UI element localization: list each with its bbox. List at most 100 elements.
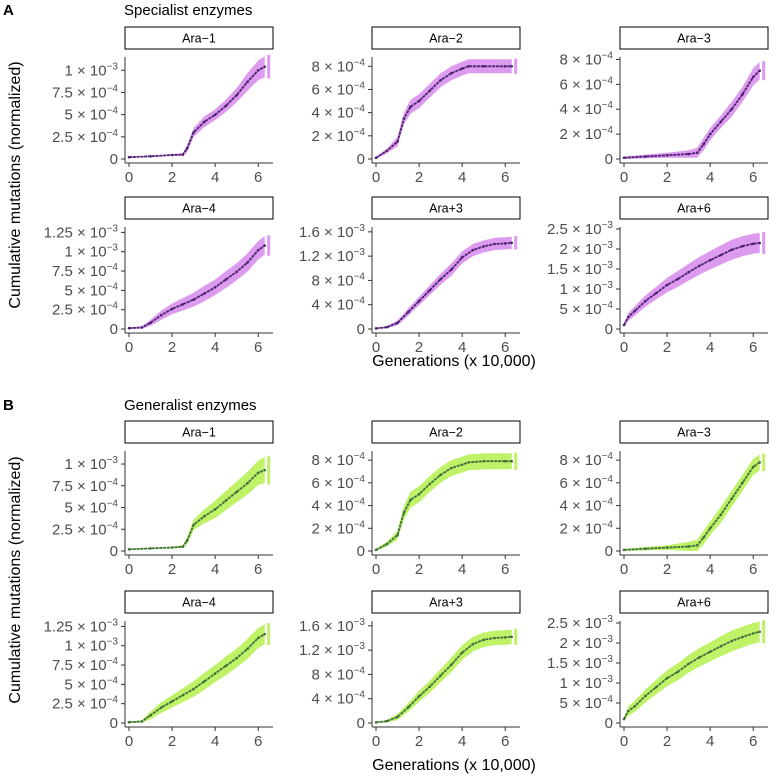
data-point	[698, 656, 701, 659]
data-point	[439, 473, 442, 477]
y-tick-base: 5 × 10	[64, 676, 106, 693]
data-point	[644, 155, 647, 158]
data-point	[263, 244, 266, 247]
x-tick-label: 2	[663, 733, 671, 750]
y-tick-exponent: −4	[107, 281, 119, 292]
data-point	[665, 153, 669, 157]
data-point	[510, 459, 513, 463]
y-tick-exponent: −3	[602, 674, 614, 685]
y-tick-exponent: −4	[602, 519, 614, 530]
panel-strip	[124, 196, 274, 220]
panel-title: Ara−1	[182, 32, 216, 46]
y-tick-exponent: −4	[354, 519, 366, 530]
data-point	[471, 642, 475, 646]
y-tick-exponent: −3	[602, 614, 614, 625]
chart-panel: Ara+60 2 4 605 × 10−41 × 10−31.5 × 10−32 × …	[547, 196, 769, 356]
y-tick-base: 1 × 10	[64, 62, 106, 79]
series-line	[375, 460, 512, 551]
data-point	[702, 142, 705, 146]
y-tick-base: 8 × 10	[559, 51, 601, 68]
y-tick-label: 5 × 10−4	[64, 281, 118, 299]
y-tick-label: 5 × 10−4	[559, 694, 613, 712]
data-point	[396, 321, 399, 325]
panel-title: Ara−2	[429, 426, 463, 440]
data-point	[374, 721, 378, 724]
y-tick-label: 5 × 10−4	[64, 106, 118, 124]
data-point	[708, 650, 712, 654]
data-point	[622, 548, 626, 552]
y-tick-label: 0	[357, 715, 365, 732]
y-tick-exponent: −4	[354, 104, 366, 115]
data-point	[719, 120, 723, 123]
y-tick-exponent: −4	[354, 80, 366, 91]
y-tick-base: 4 × 10	[311, 498, 353, 515]
x-tick-label: 0	[125, 733, 133, 750]
series-line	[375, 635, 512, 724]
section-a: A Specialist enzymes Cumulative mutations …	[3, 2, 769, 370]
y-tick-base: 6 × 10	[311, 81, 353, 98]
panel-title: Ara−2	[429, 32, 463, 46]
data-point	[396, 715, 399, 719]
data-point	[467, 461, 470, 464]
y-tick-base: 0	[605, 321, 613, 338]
y-tick-label: 4 × 10−4	[311, 296, 365, 314]
y-tick-label: 5 × 10−4	[64, 675, 118, 693]
y-tick-base: 8 × 10	[311, 452, 353, 469]
x-tick-label: 6	[254, 169, 262, 186]
y-tick-exponent: −3	[107, 637, 119, 648]
panel-title: Ara−4	[182, 202, 216, 216]
x-tick-label: 4	[458, 561, 466, 578]
y-tick-exponent: −4	[107, 301, 119, 312]
x-tick-label: 6	[749, 169, 757, 186]
y-tick-base: 2 × 10	[559, 635, 601, 652]
data-point	[719, 644, 723, 648]
data-point	[224, 278, 228, 281]
data-point	[160, 313, 163, 317]
y-tick-base: 4 × 10	[311, 297, 353, 314]
section-letter: A	[3, 2, 14, 19]
data-point	[503, 459, 507, 463]
data-point	[450, 466, 453, 470]
data-point	[665, 546, 669, 549]
data-point	[633, 309, 637, 313]
x-tick-label: 6	[254, 733, 262, 750]
data-point	[503, 64, 507, 68]
y-tick-exponent: −3	[602, 220, 614, 231]
data-point	[644, 547, 647, 551]
data-point	[655, 291, 658, 295]
y-tick-label: 2.5 × 10−3	[547, 220, 613, 238]
data-point	[396, 533, 399, 537]
data-point	[181, 302, 185, 306]
x-tick-label: 4	[458, 733, 466, 750]
y-tick-exponent: −3	[354, 617, 366, 628]
y-tick-base: 0	[605, 715, 613, 732]
data-point	[192, 687, 195, 691]
y-tick-base: 5 × 10	[64, 282, 106, 299]
y-tick-exponent: −3	[107, 617, 119, 628]
data-point	[510, 635, 513, 639]
data-point	[417, 299, 421, 303]
y-tick-exponent: −4	[354, 57, 366, 68]
chart-panel: Ara−10 2 4 602.5 × 10−45 × 10−47.5 × 10−41 …	[52, 26, 274, 186]
chart-panel: Ara−10 2 4 602.5 × 10−45 × 10−47.5 × 10−41 …	[52, 420, 274, 578]
data-point	[644, 299, 647, 303]
panel-title: Ara−1	[182, 426, 216, 440]
y-tick-base: 2.5 × 10	[52, 696, 107, 713]
y-tick-label: 0	[357, 151, 365, 168]
y-tick-exponent: −4	[354, 497, 366, 508]
x-tick-label: 0	[372, 561, 380, 578]
data-point	[160, 706, 163, 709]
x-tick-label: 6	[501, 561, 509, 578]
panel-title: Ara−4	[182, 596, 216, 610]
panel-strip	[124, 420, 274, 444]
chart-panel: Ara−20 2 4 602 × 10−44 × 10−46 × 10−48 × 10…	[311, 420, 521, 578]
data-point	[665, 283, 669, 287]
y-tick-label: 6 × 10−4	[559, 474, 613, 492]
data-point	[203, 120, 206, 124]
data-point	[482, 245, 485, 248]
x-tick-label: 4	[211, 169, 219, 186]
data-point	[493, 636, 496, 640]
x-tick-label: 4	[706, 561, 714, 578]
data-point	[450, 268, 453, 271]
